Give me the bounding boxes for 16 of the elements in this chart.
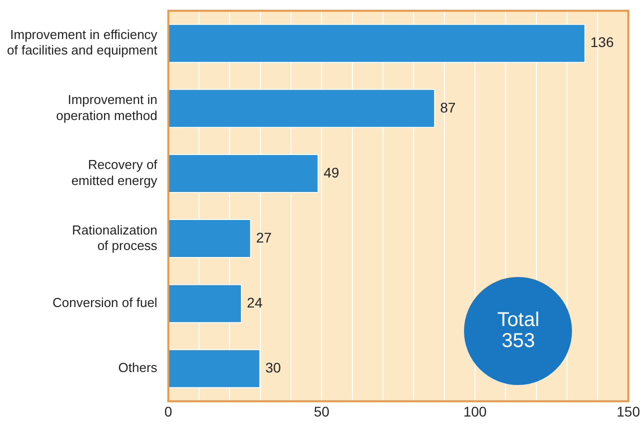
- data-label: 30: [265, 360, 282, 376]
- x-tick-label: 0: [164, 403, 172, 420]
- y-tick-label: Improvement in efficiency of facilities and equipment: [7, 27, 158, 58]
- x-tick-label: 100: [463, 403, 487, 420]
- data-label: 24: [246, 294, 263, 310]
- y-tick-label: Others: [118, 360, 158, 376]
- data-label: 136: [590, 34, 614, 50]
- data-label: 49: [324, 164, 340, 180]
- y-tick-label: Recovery of emitted energy: [71, 157, 158, 188]
- y-tick-label: Rationalization of process: [72, 222, 158, 253]
- data-label: 27: [256, 229, 272, 246]
- data-label: 87: [440, 99, 456, 116]
- x-tick-label: 150: [616, 403, 640, 420]
- y-tick-label: Conversion of fuel: [52, 295, 158, 310]
- x-tick-label: 50: [314, 403, 330, 420]
- y-tick-label: Improvement in operation method: [56, 92, 158, 123]
